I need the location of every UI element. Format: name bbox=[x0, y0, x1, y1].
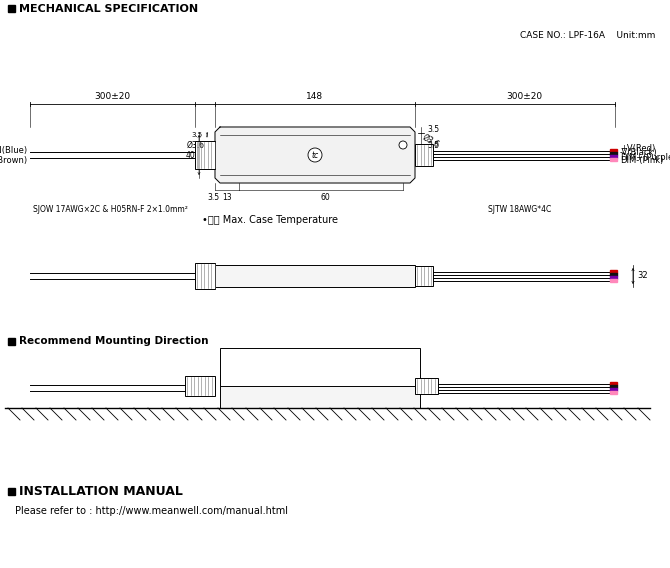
Bar bbox=[195, 141, 215, 169]
Text: CASE NO.: LPF-16A    Unit:mm: CASE NO.: LPF-16A Unit:mm bbox=[520, 31, 655, 40]
Text: tc: tc bbox=[312, 151, 319, 160]
Bar bbox=[610, 149, 617, 152]
Text: +V(Red): +V(Red) bbox=[620, 144, 655, 153]
Polygon shape bbox=[215, 127, 415, 183]
Bar bbox=[610, 385, 617, 388]
Text: SJOW 17AWG×2C & H05RN-F 2×1.0mm²: SJOW 17AWG×2C & H05RN-F 2×1.0mm² bbox=[33, 205, 188, 214]
Text: 300±20: 300±20 bbox=[506, 92, 542, 101]
Bar bbox=[220, 375, 420, 408]
Bar bbox=[415, 266, 433, 286]
Bar bbox=[8, 5, 15, 12]
Text: 300±20: 300±20 bbox=[94, 92, 131, 101]
Bar bbox=[220, 348, 420, 386]
Bar bbox=[610, 158, 617, 161]
Bar bbox=[610, 389, 617, 391]
Text: 3.5: 3.5 bbox=[427, 126, 439, 135]
Text: Recommend Mounting Direction: Recommend Mounting Direction bbox=[19, 336, 208, 346]
Bar bbox=[610, 273, 617, 275]
Text: DIM-(Pink): DIM-(Pink) bbox=[620, 157, 663, 165]
Bar bbox=[610, 391, 617, 394]
Text: 40: 40 bbox=[185, 151, 195, 160]
Bar bbox=[8, 488, 15, 495]
Text: INSTALLATION MANUAL: INSTALLATION MANUAL bbox=[19, 485, 183, 498]
Text: Ø3.6: Ø3.6 bbox=[187, 140, 205, 149]
Bar bbox=[610, 276, 617, 279]
Text: 148: 148 bbox=[306, 92, 324, 101]
Text: 3.5: 3.5 bbox=[192, 132, 203, 138]
Text: 3.5: 3.5 bbox=[427, 140, 439, 149]
Text: DIM+(Purple): DIM+(Purple) bbox=[620, 152, 670, 161]
Text: Please refer to : http://www.meanwell.com/manual.html: Please refer to : http://www.meanwell.co… bbox=[15, 506, 288, 516]
Bar bbox=[415, 378, 438, 394]
Text: SJTW 18AWG*4C: SJTW 18AWG*4C bbox=[488, 205, 551, 214]
Text: 13: 13 bbox=[222, 193, 232, 202]
Bar bbox=[8, 338, 15, 345]
Bar bbox=[415, 144, 433, 166]
Text: •Ⓣ： Max. Case Temperature: •Ⓣ： Max. Case Temperature bbox=[202, 215, 338, 225]
Text: -V(Black): -V(Black) bbox=[620, 148, 658, 157]
Bar bbox=[610, 382, 617, 385]
Bar bbox=[185, 376, 215, 396]
Text: 3.5: 3.5 bbox=[207, 193, 219, 202]
Bar bbox=[195, 263, 215, 289]
Text: AC/N(Blue): AC/N(Blue) bbox=[0, 145, 28, 154]
Text: AC/L(Brown): AC/L(Brown) bbox=[0, 156, 28, 165]
Bar bbox=[610, 155, 617, 158]
Text: Ø3.6: Ø3.6 bbox=[421, 132, 441, 149]
Circle shape bbox=[308, 148, 322, 162]
Text: 60: 60 bbox=[320, 193, 330, 202]
Bar bbox=[215, 265, 415, 287]
Bar bbox=[610, 152, 617, 154]
Text: MECHANICAL SPECIFICATION: MECHANICAL SPECIFICATION bbox=[19, 3, 198, 14]
Bar bbox=[610, 279, 617, 282]
Circle shape bbox=[399, 141, 407, 149]
Text: 32: 32 bbox=[637, 272, 648, 281]
Bar bbox=[610, 270, 617, 273]
